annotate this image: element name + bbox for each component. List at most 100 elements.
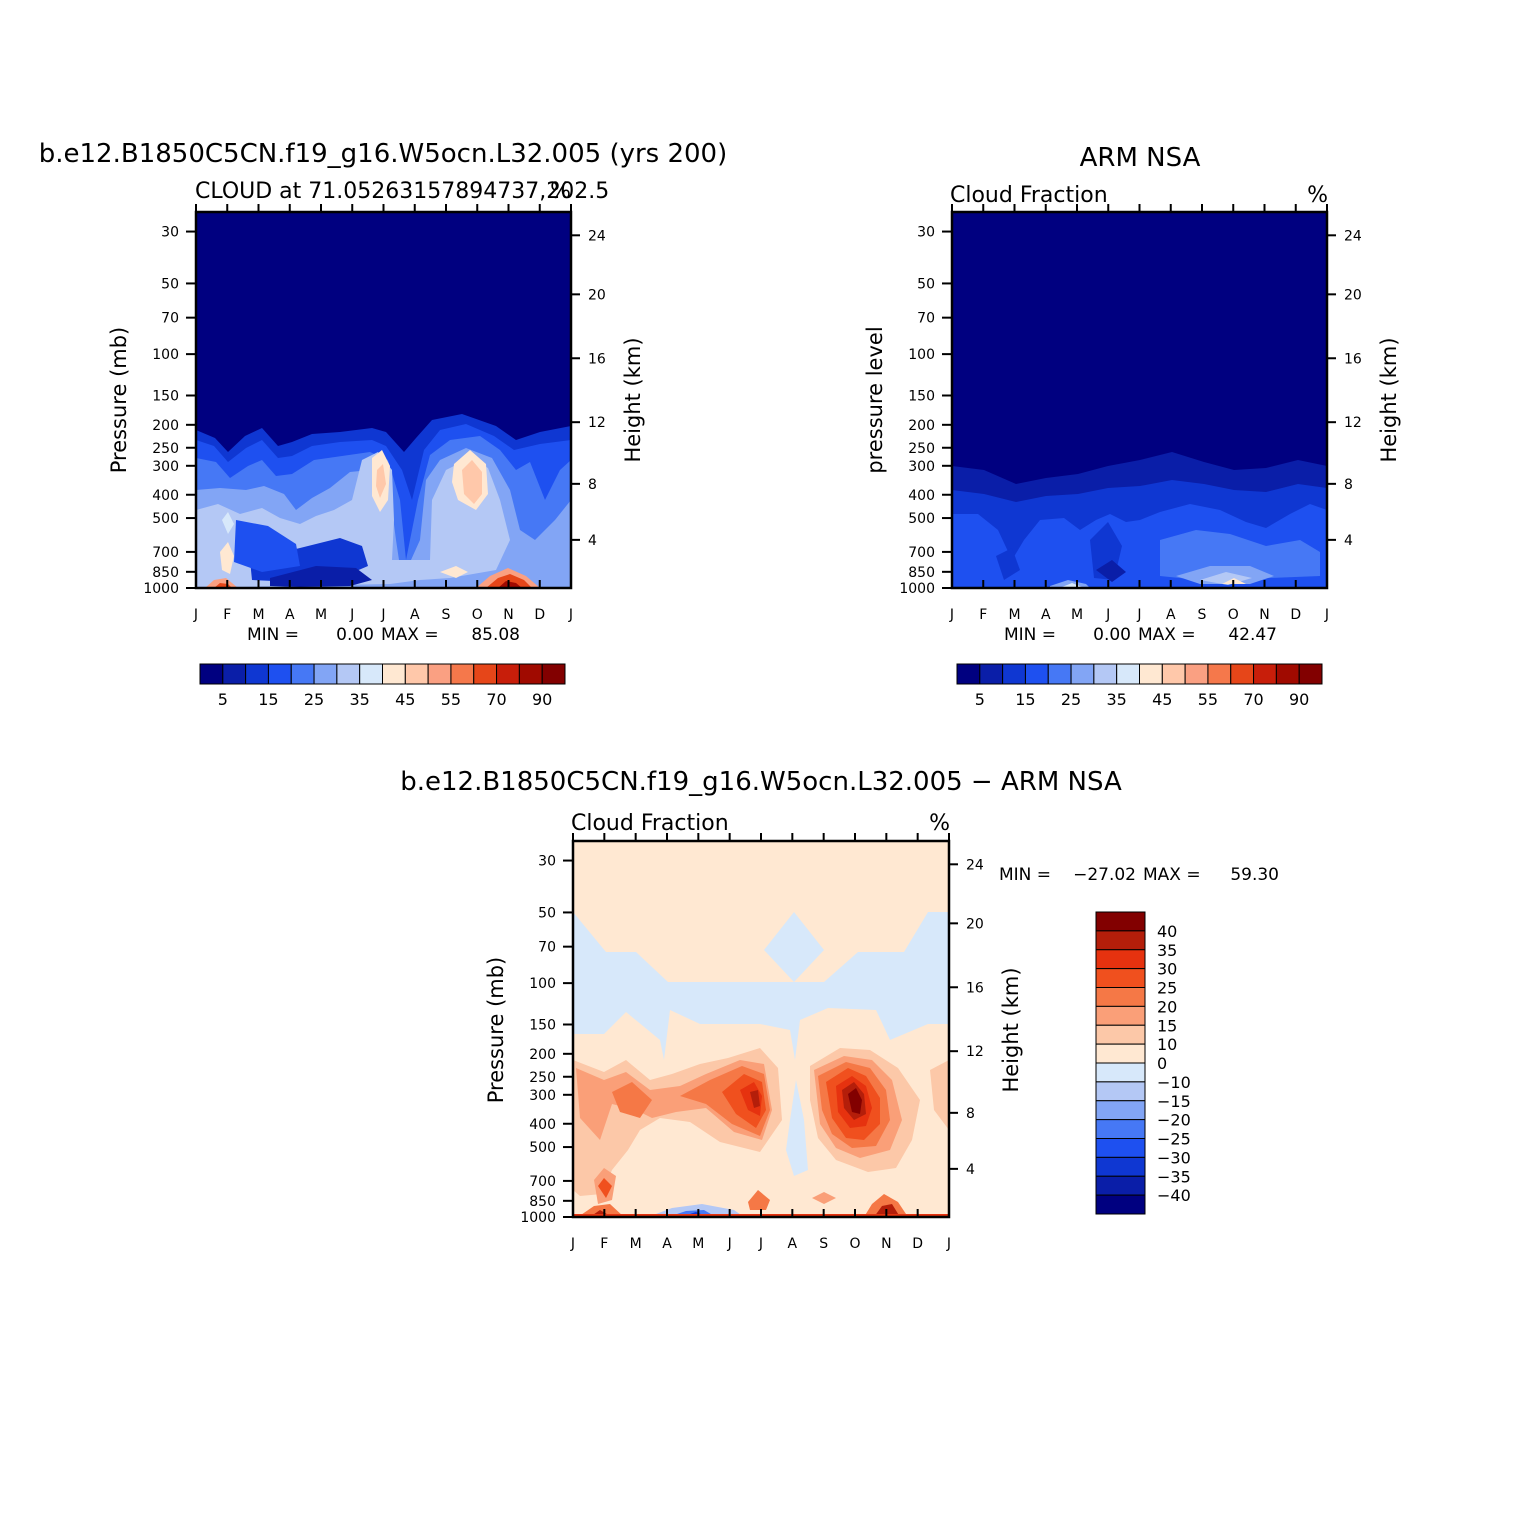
obs-ptick-label: 250 bbox=[908, 441, 935, 457]
model-colorbar-swatch bbox=[427, 663, 452, 685]
diff-xtick-label: A bbox=[788, 1236, 798, 1252]
diff-colorbar-swatch bbox=[1095, 1119, 1146, 1139]
model-colorbar-label: 15 bbox=[258, 690, 278, 709]
diff-colorbar-swatch bbox=[1095, 987, 1146, 1007]
diff-ylabel-left: Pressure (mb) bbox=[484, 957, 508, 1104]
model-xtick-label: N bbox=[503, 607, 513, 623]
diff-colorbar-label: 35 bbox=[1157, 941, 1177, 960]
model-ptick-label: 50 bbox=[161, 276, 179, 292]
obs-ptick-label: 70 bbox=[917, 311, 935, 327]
model-xtick-label: J bbox=[380, 607, 385, 623]
obs-subtitle-right: % bbox=[1307, 183, 1328, 208]
diff-ptick-label: 70 bbox=[538, 940, 556, 956]
obs-htick-label: 24 bbox=[1344, 228, 1362, 244]
diff-colorbar-swatch bbox=[1095, 1081, 1146, 1102]
obs-ptick-label: 200 bbox=[908, 418, 935, 434]
diff-feb-surface-1 bbox=[578, 1204, 624, 1217]
obs-xtick-label: F bbox=[979, 607, 987, 623]
diff-ptick-label: 30 bbox=[538, 854, 556, 870]
model-feb-low-max bbox=[220, 542, 234, 574]
diff-max-jul bbox=[750, 1090, 760, 1108]
diff-max-label: MAX = bbox=[1143, 865, 1201, 885]
obs-colorbar-swatch bbox=[1070, 663, 1095, 685]
model-colorbar-swatch bbox=[518, 663, 543, 685]
model-colorbar-swatch bbox=[199, 663, 224, 685]
model-colorbar: 5 15 25 35 45 55 70 90 bbox=[199, 663, 566, 709]
diff-aug-column-negative bbox=[786, 1080, 808, 1176]
obs-htick-label: 16 bbox=[1344, 351, 1362, 367]
obs-jun-lowlevel-deep bbox=[1096, 560, 1126, 582]
model-colorbar-label: 90 bbox=[532, 690, 552, 709]
obs-ptick-label: 700 bbox=[908, 545, 935, 561]
model-ptick-label: 100 bbox=[152, 347, 179, 363]
model-xtick-label: J bbox=[193, 607, 198, 623]
obs-colorbar-swatch bbox=[979, 663, 1004, 685]
model-axes: J F M A M J J A S O N D J 30 50 70 100 150 200 250 300 400 500… bbox=[143, 204, 606, 623]
model-colorbar-swatch bbox=[541, 663, 566, 685]
diff-colorbar-swatch bbox=[1095, 1156, 1146, 1177]
obs-colorbar-label: 55 bbox=[1198, 690, 1218, 709]
model-min-value: 0.00 bbox=[336, 625, 374, 645]
model-colorbar-label: 35 bbox=[350, 690, 370, 709]
diff-colorbar-label: −15 bbox=[1157, 1092, 1191, 1111]
model-jul-upper-max-55 bbox=[376, 464, 386, 498]
diff-colorbar-swatch bbox=[1095, 1100, 1146, 1121]
diff-subtitle-left: Cloud Fraction bbox=[571, 811, 729, 836]
model-feb-mid-max bbox=[222, 512, 234, 534]
model-xtick-label: D bbox=[534, 607, 545, 623]
diff-xtick-label: A bbox=[662, 1236, 672, 1252]
model-oct-upper-max-55 bbox=[462, 460, 482, 504]
model-title: b.e12.B1850C5CN.f19_g16.W5ocn.L32.005 (y… bbox=[39, 139, 728, 169]
obs-xtick-label: J bbox=[1136, 607, 1141, 623]
panel-model: b.e12.B1850C5CN.f19_g16.W5ocn.L32.005 (y… bbox=[39, 139, 728, 709]
model-ptick-label: 30 bbox=[161, 225, 179, 241]
diff-htick-label: 20 bbox=[966, 916, 984, 932]
model-ptick-label: 850 bbox=[152, 565, 179, 581]
diff-ptick-label: 700 bbox=[529, 1174, 556, 1190]
diff-xtick-label: M bbox=[692, 1236, 704, 1252]
obs-mar-mid-trough bbox=[996, 548, 1020, 580]
diff-min-label: MIN = bbox=[999, 865, 1051, 885]
obs-xtick-label: J bbox=[1105, 607, 1110, 623]
diff-max-oct bbox=[848, 1088, 862, 1114]
diff-ptick-label: 150 bbox=[529, 1017, 556, 1033]
diff-htick-label: 16 bbox=[966, 980, 984, 996]
model-ptick-label: 70 bbox=[161, 311, 179, 327]
obs-xtick-label: M bbox=[1071, 607, 1083, 623]
diff-max-value: 59.30 bbox=[1230, 865, 1279, 885]
model-nov-surface-3 bbox=[498, 581, 522, 588]
obs-colorbar-swatch bbox=[956, 663, 981, 685]
obs-htick-label: 12 bbox=[1344, 415, 1362, 431]
model-subtitle-right: % bbox=[550, 179, 571, 204]
panel-diff: b.e12.B1850C5CN.f19_g16.W5ocn.L32.005 − … bbox=[400, 767, 1279, 1252]
diff-ptick-label: 500 bbox=[529, 1140, 556, 1156]
obs-ptick-label: 300 bbox=[908, 459, 935, 475]
model-colorbar-label: 25 bbox=[304, 690, 324, 709]
model-colorbar-label: 55 bbox=[441, 690, 461, 709]
diff-colorbar-label: −35 bbox=[1157, 1167, 1191, 1186]
obs-ptick-label: 50 bbox=[917, 276, 935, 292]
obs-colorbar-swatch bbox=[1002, 663, 1026, 685]
diff-xtick-label: J bbox=[727, 1236, 732, 1252]
diff-htick-label: 24 bbox=[966, 857, 984, 873]
diff-colorbar-swatch bbox=[1095, 949, 1146, 970]
model-xtick-label: J bbox=[568, 607, 573, 623]
obs-colorbar-swatch bbox=[1093, 663, 1118, 685]
obs-xtick-label: D bbox=[1290, 607, 1301, 623]
model-plot-area bbox=[196, 212, 571, 588]
diff-colorbar-label: −25 bbox=[1157, 1130, 1191, 1149]
diff-colorbar-label: 40 bbox=[1157, 922, 1177, 941]
model-xtick-label: A bbox=[410, 607, 420, 623]
diff-colorbar-label: −20 bbox=[1157, 1111, 1191, 1130]
obs-xtick-label: J bbox=[949, 607, 954, 623]
model-colorbar-swatch bbox=[359, 663, 383, 685]
diff-xtick-label: M bbox=[630, 1236, 642, 1252]
model-colorbar-swatch bbox=[313, 663, 338, 685]
diff-xtick-label: N bbox=[881, 1236, 891, 1252]
model-ptick-label: 250 bbox=[152, 441, 179, 457]
obs-max-value: 42.47 bbox=[1228, 625, 1277, 645]
model-xtick-label: S bbox=[442, 607, 451, 623]
diff-colorbar-swatch bbox=[1095, 968, 1146, 988]
model-xtick-label: O bbox=[472, 607, 483, 623]
diff-positive-20 bbox=[612, 1082, 652, 1118]
